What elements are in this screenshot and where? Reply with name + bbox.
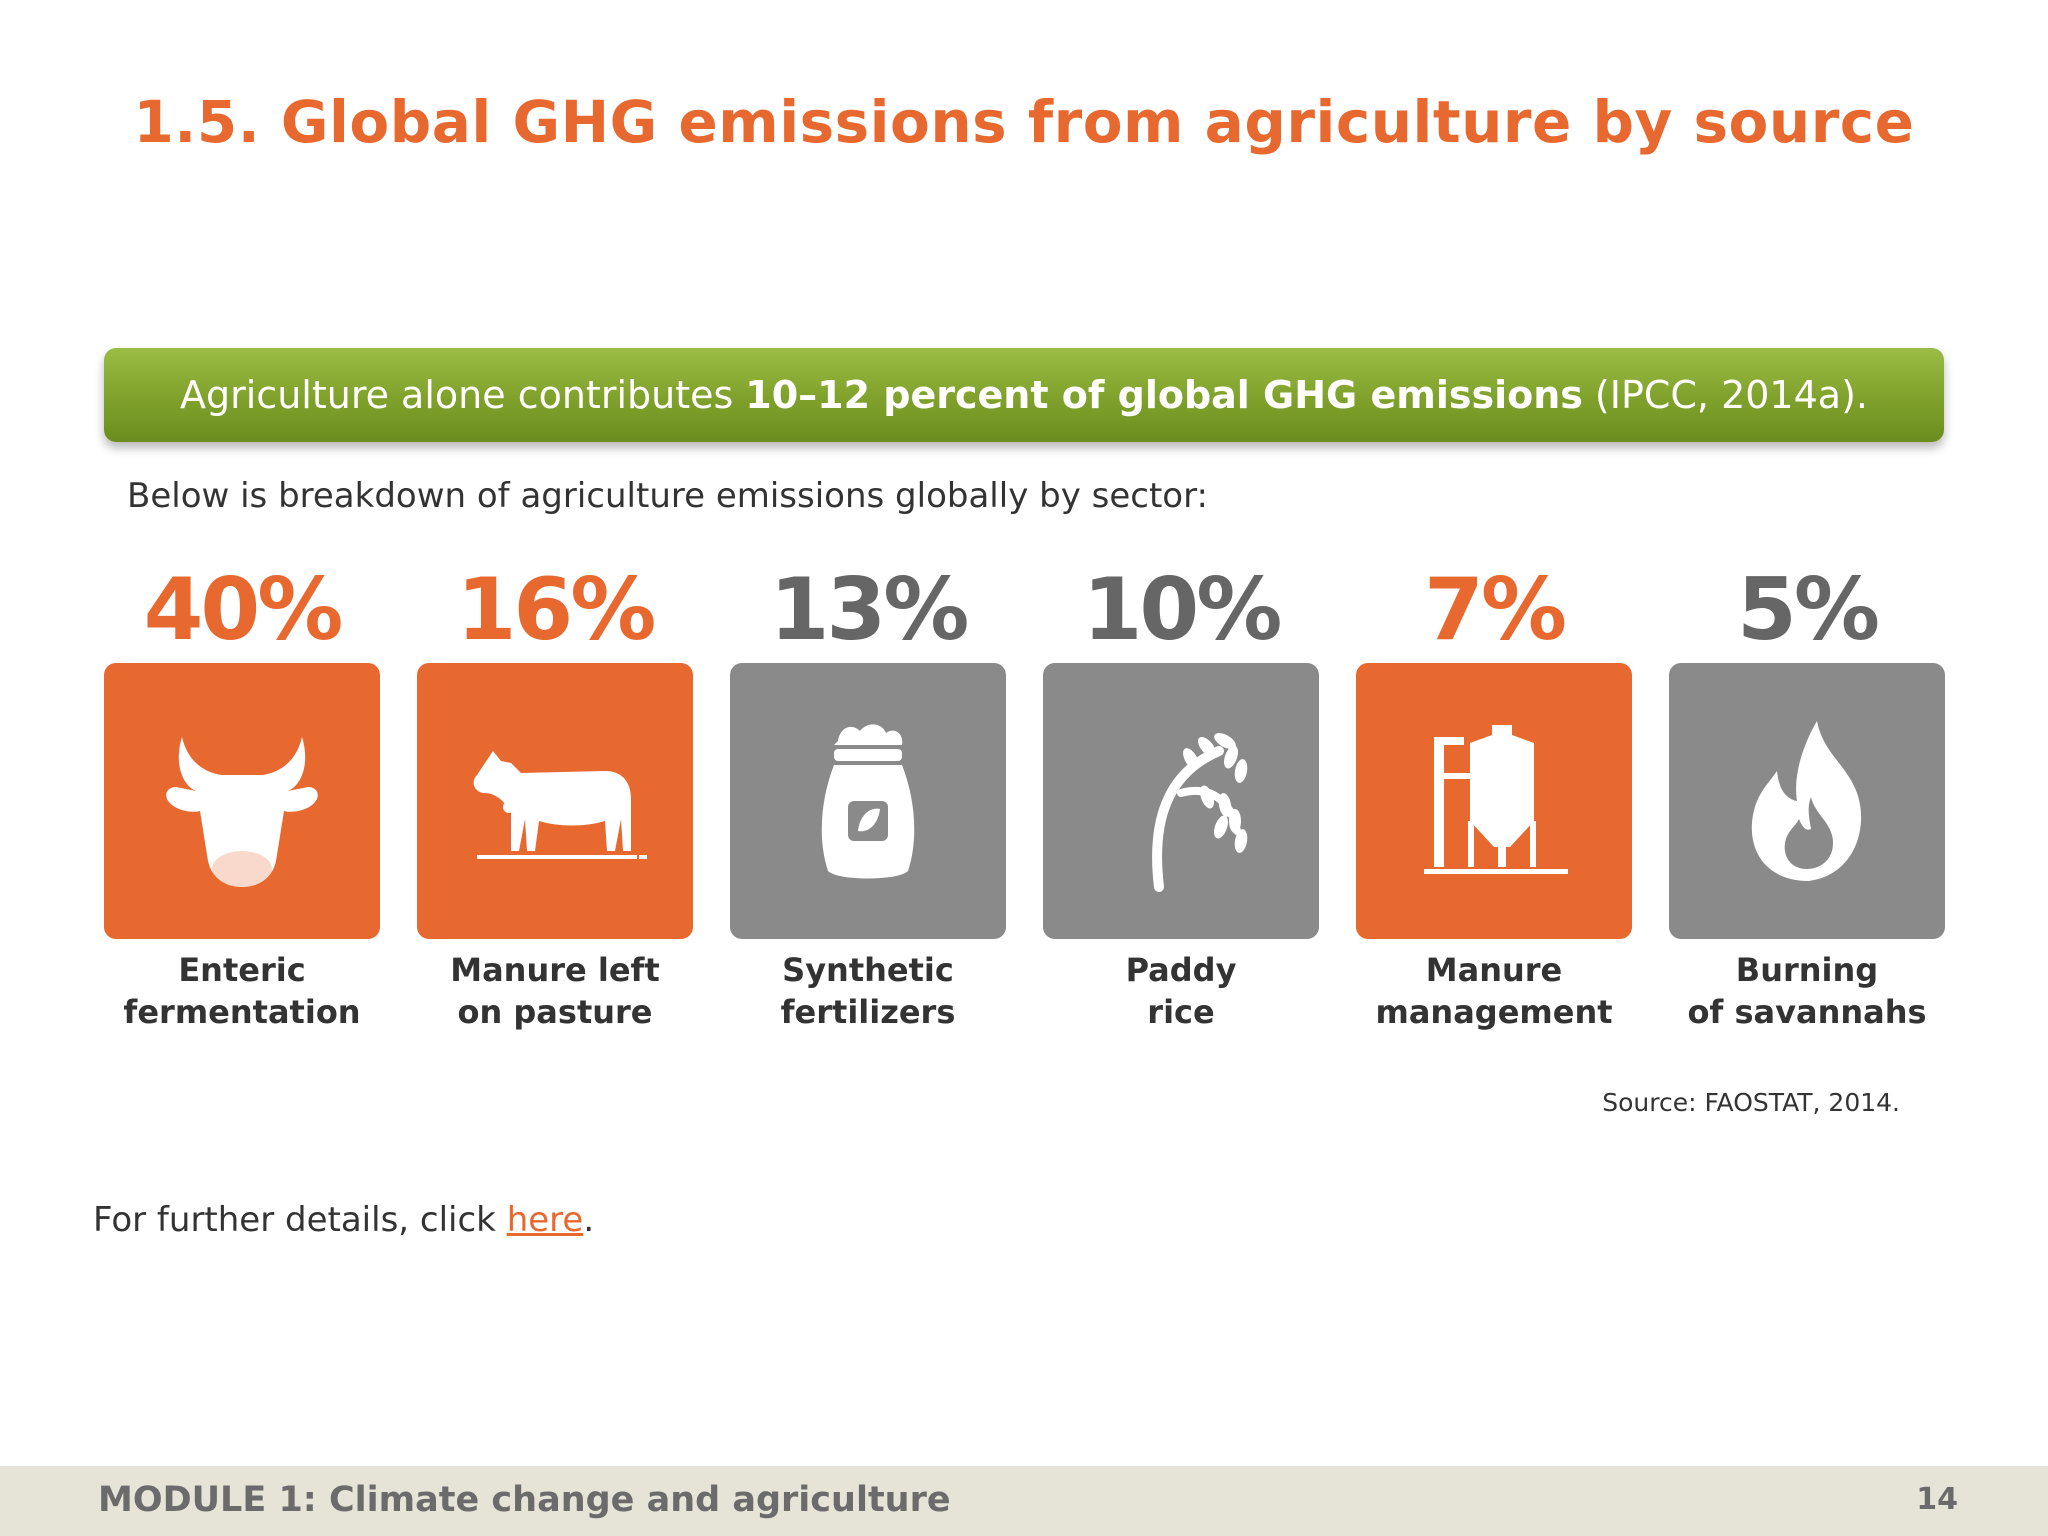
- sector-percent: 13%: [769, 560, 970, 660]
- sector-percent: 16%: [456, 560, 657, 660]
- sector-percent: 7%: [1423, 560, 1567, 660]
- sector-label: Paddy rice: [1043, 949, 1319, 1033]
- slide-title: 1.5. Global GHG emissions from agricultu…: [133, 88, 1915, 156]
- sector-label: Manure left on pasture: [417, 949, 693, 1033]
- sector-label: Burning of savannahs: [1669, 949, 1945, 1033]
- sector-label: Manure management: [1356, 949, 1632, 1033]
- sector-label-line2: on pasture: [457, 993, 653, 1031]
- sector-enteric-fermentation: 40% Enteric fermentation: [104, 560, 380, 1033]
- sector-label-line2: management: [1375, 993, 1613, 1031]
- sector-icon-box: [1356, 663, 1632, 939]
- footer-module-title: MODULE 1: Climate change and agriculture: [98, 1480, 951, 1520]
- sector-burning-of-savannahs: 5% Burning of savannahs: [1669, 560, 1945, 1033]
- rice-plant-icon: [1152, 733, 1248, 892]
- sector-percent: 40%: [143, 560, 344, 660]
- further-details-text: For further details, click here.: [93, 1200, 594, 1240]
- sector-label-line1: Manure: [1425, 951, 1563, 989]
- sector-percent: 5%: [1736, 560, 1880, 660]
- sector-label-line1: Paddy: [1125, 951, 1237, 989]
- further-details-suffix: .: [583, 1200, 595, 1240]
- banner-suffix: (IPCC, 2014a).: [1594, 373, 1868, 417]
- sector-label-line1: Enteric: [178, 951, 306, 989]
- intro-text: Below is breakdown of agriculture emissi…: [127, 476, 1208, 516]
- sector-synthetic-fertilizers: 13% Synthetic fertilizers: [730, 560, 1006, 1033]
- page-number: 14: [1916, 1482, 1958, 1517]
- further-details-link[interactable]: here: [506, 1200, 584, 1240]
- sector-icon-box: [104, 663, 380, 939]
- sector-label-line1: Manure left: [450, 951, 660, 989]
- sector-label-line2: rice: [1147, 993, 1215, 1031]
- sector-icon-box: [417, 663, 693, 939]
- sector-paddy-rice: 10% Paddy ric: [1043, 560, 1319, 1033]
- sector-label-line1: Synthetic: [782, 951, 954, 989]
- cow-head-icon: [166, 737, 318, 887]
- sector-manure-left-on-pasture: 16% Manure left on pasture: [417, 560, 693, 1033]
- footer-bar: MODULE 1: Climate change and agriculture…: [0, 1466, 2048, 1536]
- banner-prefix: Agriculture alone contributes: [180, 373, 734, 417]
- cow-icon: [473, 751, 647, 859]
- sector-label: Synthetic fertilizers: [730, 949, 1006, 1033]
- sector-label: Enteric fermentation: [104, 949, 380, 1033]
- banner-highlight: 10–12 percent of global GHG emissions: [745, 373, 1583, 417]
- sector-label-line2: fermentation: [123, 993, 361, 1031]
- sector-percent: 10%: [1082, 560, 1283, 660]
- source-citation: Source: FAOSTAT, 2014.: [1602, 1088, 1900, 1117]
- sector-label-line2: fertilizers: [780, 993, 956, 1031]
- sector-manure-management: 7% Manure management: [1356, 560, 1632, 1033]
- sector-icon-box: [1043, 663, 1319, 939]
- sector-icon-box: [730, 663, 1006, 939]
- sector-label-line1: Burning: [1735, 951, 1879, 989]
- flame-icon: [1751, 721, 1862, 881]
- sector-label-line2: of savannahs: [1687, 993, 1927, 1031]
- sector-icon-box: [1669, 663, 1945, 939]
- further-details-prefix: For further details, click: [93, 1200, 496, 1240]
- sector-breakdown: 40% Enteric fermentation 16% Manure left…: [104, 560, 1945, 1040]
- fertilizer-bag-icon: [821, 724, 915, 879]
- key-fact-banner: Agriculture alone contributes 10–12 perc…: [104, 348, 1944, 442]
- silo-icon: [1424, 725, 1568, 874]
